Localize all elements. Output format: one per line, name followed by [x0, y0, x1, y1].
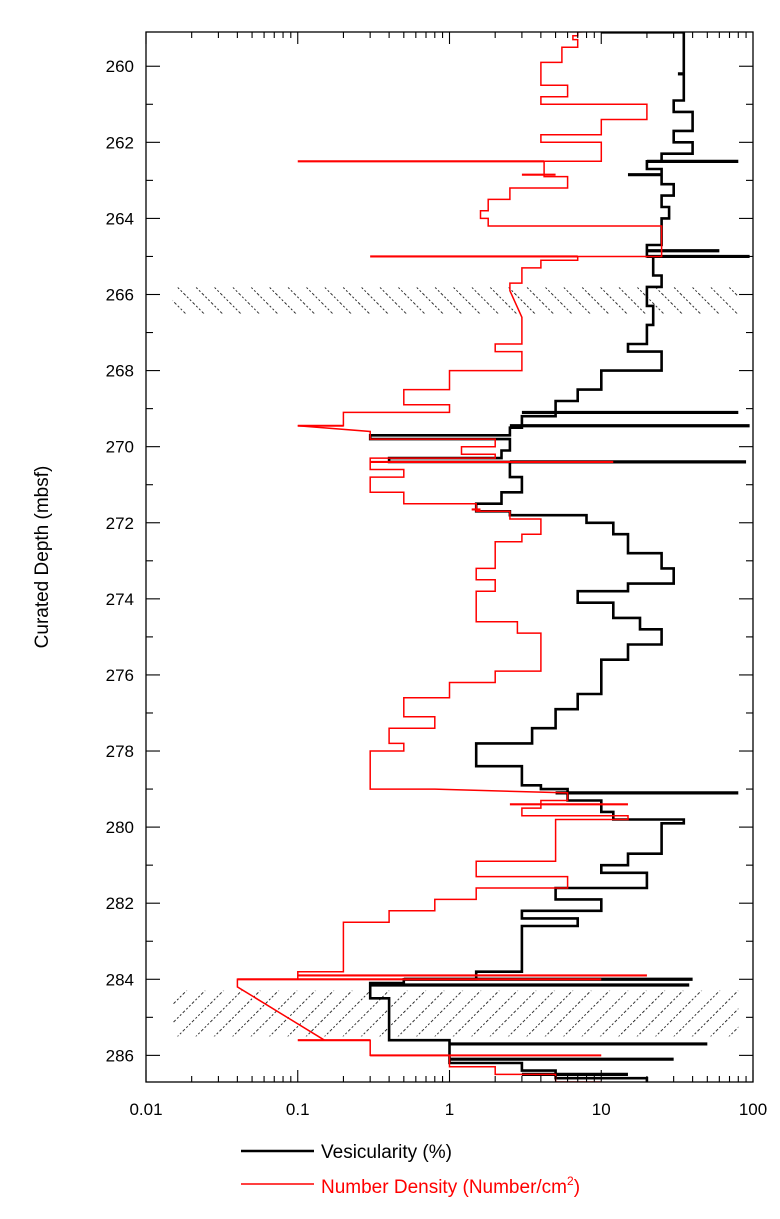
y-tick-label: 268: [106, 362, 134, 381]
legend-label-vesicularity: Vesicularity (%): [321, 1142, 452, 1163]
y-tick-label: 280: [106, 818, 134, 837]
y-tick-label: 260: [106, 57, 134, 76]
x-tick-label: 1: [445, 1100, 454, 1119]
y-tick-label: 272: [106, 514, 134, 533]
y-tick-label: 274: [106, 590, 134, 609]
vesicularity-line: [368, 32, 694, 1082]
x-tick-label: 10: [592, 1100, 611, 1119]
y-tick-label: 270: [106, 438, 134, 457]
y-tick-label: 284: [106, 970, 134, 989]
y-tick-labels: 260 262 264 266 268 270 272 274 276 278 280 282 284 2…: [106, 57, 134, 1065]
hatched-intervals: [172, 286, 739, 1037]
y-tick-label: 286: [106, 1046, 134, 1065]
legend: Vesicularity (%) Number Density (Number/…: [241, 1142, 580, 1198]
y-tick-label: 266: [106, 286, 134, 305]
x-tick-labels: 0.01 0.1 1 10 100: [129, 1100, 767, 1119]
legend-label-number-density: Number Density (Number/cm2): [321, 1174, 580, 1198]
x-tick-label: 100: [739, 1100, 767, 1119]
x-tick-label: 0.01: [129, 1100, 162, 1119]
y-tick-label: 278: [106, 742, 134, 761]
axis-ticks: [145, 32, 754, 1082]
number-density-line: [236, 32, 663, 1082]
y-tick-label: 276: [106, 666, 134, 685]
y-axis-title: Curated Depth (mbsf): [32, 466, 53, 649]
y-tick-label: 264: [106, 209, 134, 228]
y-tick-label: 282: [106, 894, 134, 913]
hatched-interval: [172, 286, 739, 314]
hatched-interval: [172, 990, 739, 1037]
y-tick-label: 262: [106, 133, 134, 152]
series-layer: [236, 32, 750, 1082]
x-tick-label: 0.1: [286, 1100, 310, 1119]
